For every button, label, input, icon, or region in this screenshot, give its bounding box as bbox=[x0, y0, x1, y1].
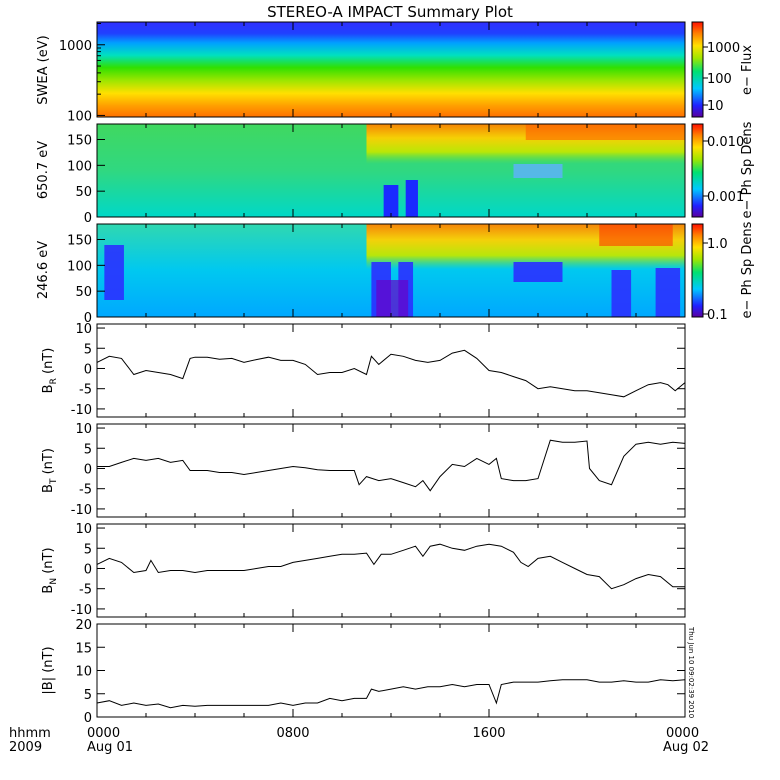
line-panel-frame bbox=[96, 623, 686, 718]
pad-650-features bbox=[366, 124, 685, 217]
pad-246-depletion bbox=[611, 270, 632, 317]
colorbar-tick-label: 1.0 bbox=[707, 237, 728, 252]
line-ytick-label: -5 bbox=[79, 383, 92, 398]
line-ytick-label: 5 bbox=[84, 542, 92, 557]
line-panel: -10 -5 0 5 10 BT (nT) bbox=[41, 422, 686, 518]
colorbar-tick-label: 1000 bbox=[707, 41, 740, 56]
pad-246-depletion bbox=[104, 245, 124, 300]
colorbar-tick-label: 100 bbox=[707, 72, 732, 87]
line-ylabel: BR (nT) bbox=[41, 348, 59, 394]
x-tick-label: 0800 bbox=[276, 726, 309, 741]
pad-246-colorbar-label: e− Ph Sp Dens bbox=[740, 221, 755, 318]
swea-ylabel: SWEA (eV) bbox=[36, 35, 51, 104]
line-panel-frame bbox=[96, 423, 686, 518]
pad-246-yticks: 150 100 50 0 bbox=[67, 234, 105, 326]
line-ytick-label: 5 bbox=[84, 688, 92, 703]
pad-650-ylabel: 650.7 eV bbox=[36, 141, 51, 199]
line-panel: 0 5 10 15 20 |B| (nT) bbox=[41, 618, 686, 726]
pad-246-ylabel: 246.6 eV bbox=[36, 241, 51, 299]
timestamp: Thu Jun 10 09:02:39 2010 bbox=[687, 626, 695, 718]
pad-650-yticks: 150 100 50 0 bbox=[67, 134, 105, 226]
pad-246-features bbox=[104, 224, 685, 317]
pad-246-colorbar-ticks: 1.0 0.1 bbox=[703, 237, 728, 323]
year-label: 2009 bbox=[9, 740, 42, 755]
plot-title: STEREO-A IMPACT Summary Plot bbox=[267, 3, 513, 21]
line-ytick-label: 0 bbox=[84, 562, 92, 577]
line-series bbox=[96, 679, 686, 709]
swea-panel: 1000 100 SWEA (eV) 1000 100 10 e− Flux bbox=[36, 21, 755, 124]
pad-246-peak-band bbox=[599, 224, 673, 246]
swea-yticks: 1000 100 bbox=[59, 22, 105, 124]
pad-ytick-label: 50 bbox=[75, 185, 92, 200]
line-ytick-label: 20 bbox=[75, 618, 92, 633]
pad-650-colorbar-ticks: 0.010 0.001 bbox=[703, 135, 744, 205]
line-series bbox=[96, 543, 685, 590]
pad-650-panel: 150 100 50 0 650.7 eV 0.010 0.001 e− Ph Sp D… bbox=[36, 121, 755, 226]
start-date-label: Aug 01 bbox=[87, 740, 133, 755]
pad-246-colorbar bbox=[691, 223, 704, 318]
pad-ytick-label: 50 bbox=[75, 285, 92, 300]
line-series bbox=[97, 439, 686, 492]
line-ylabel: |B| (nT) bbox=[41, 646, 56, 694]
pad-246-depletion bbox=[513, 262, 563, 282]
swea-ytick-label: 100 bbox=[67, 109, 92, 124]
colorbar-tick-label: 10 bbox=[707, 99, 724, 114]
flux-colorbar-ticks: 1000 100 10 bbox=[703, 41, 740, 114]
line-panel: -10 -5 0 5 10 BN (nT) bbox=[41, 522, 686, 618]
magnetic-field-panels: -10 -5 0 5 10 BR (nT) -10 -5 0 5 10 BT (nT) -10 -5 0 5 1… bbox=[41, 22, 686, 726]
line-ytick-label: -10 bbox=[71, 503, 92, 518]
line-ytick-label: 10 bbox=[75, 422, 92, 437]
x-tick-label: 1600 bbox=[472, 726, 505, 741]
end-date-label: Aug 02 bbox=[663, 740, 709, 755]
line-ytick-label: 10 bbox=[75, 665, 92, 680]
flux-colorbar bbox=[691, 21, 704, 118]
pad-650-colorbar bbox=[691, 123, 704, 218]
line-ylabel: BN (nT) bbox=[41, 547, 59, 593]
x-tick-label: 0000 bbox=[666, 726, 699, 741]
line-ytick-label: -10 bbox=[71, 603, 92, 618]
line-ylabel: BT (nT) bbox=[41, 448, 59, 493]
line-series bbox=[96, 349, 686, 398]
pad-ytick-label: 0 bbox=[84, 211, 92, 226]
flux-colorbar-label: e− Flux bbox=[740, 45, 755, 95]
line-ytick-label: 10 bbox=[75, 322, 92, 337]
pad-246-panel: 150 100 50 0 246.6 eV 1.0 0.1 e− Ph Sp Dens bbox=[36, 221, 755, 326]
pad-650-peak-band bbox=[525, 124, 685, 140]
pad-246-depletion bbox=[655, 268, 681, 317]
x-tick-label: 0000 bbox=[87, 726, 120, 741]
line-ytick-label: 5 bbox=[84, 442, 92, 457]
swea-ytick-label: 1000 bbox=[59, 39, 92, 54]
line-ytick-label: 0 bbox=[84, 362, 92, 377]
time-format-label: hhmm bbox=[9, 726, 51, 741]
line-ytick-label: 10 bbox=[75, 522, 92, 537]
colorbar-tick-label: 0.1 bbox=[707, 308, 728, 323]
pad-246-deep-depletion bbox=[376, 280, 409, 317]
colorbar-tick-label: 0.010 bbox=[707, 135, 744, 150]
line-ytick-label: 5 bbox=[84, 342, 92, 357]
pad-ytick-label: 100 bbox=[67, 159, 92, 174]
line-panel: -10 -5 0 5 10 BR (nT) bbox=[41, 322, 686, 418]
pad-650-depletion bbox=[405, 180, 418, 217]
line-ytick-label: -5 bbox=[79, 583, 92, 598]
pad-ytick-label: 0 bbox=[84, 311, 92, 326]
pad-650-colorbar-label: e− Ph Sp Dens bbox=[740, 121, 755, 218]
line-ytick-label: 15 bbox=[75, 641, 92, 656]
pad-650-band-feature bbox=[513, 164, 563, 178]
line-ytick-label: 0 bbox=[84, 711, 92, 726]
colorbar-tick-label: 0.001 bbox=[707, 190, 744, 205]
line-ytick-label: 0 bbox=[84, 462, 92, 477]
pad-ytick-label: 100 bbox=[67, 259, 92, 274]
pad-ytick-label: 150 bbox=[67, 134, 92, 149]
pad-650-depletion bbox=[383, 185, 399, 217]
line-ytick-label: -10 bbox=[71, 403, 92, 418]
line-ytick-label: -5 bbox=[79, 483, 92, 498]
swea-spectrogram bbox=[97, 22, 685, 117]
x-tick-labels: 0000 0800 1600 0000 bbox=[87, 726, 699, 741]
pad-ytick-label: 150 bbox=[67, 234, 92, 249]
